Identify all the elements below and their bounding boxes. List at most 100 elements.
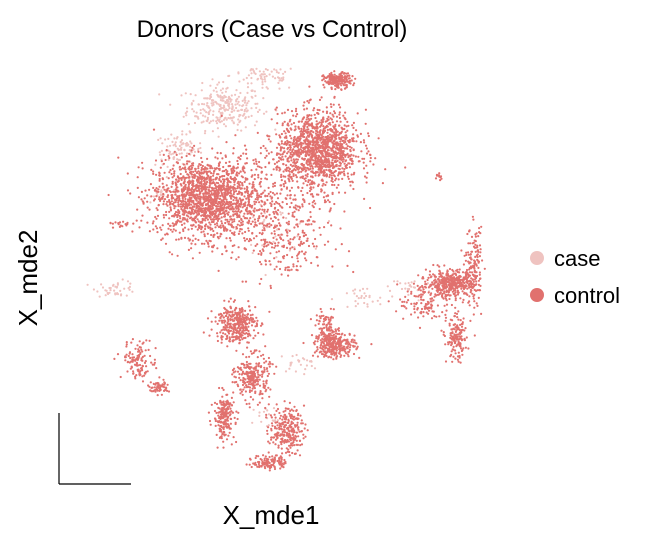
point-control (205, 198, 208, 201)
point-control (341, 177, 344, 180)
point-control (202, 230, 205, 233)
point-control (226, 212, 229, 215)
point-control (340, 88, 343, 91)
point-case (160, 149, 163, 152)
point-control (218, 197, 221, 200)
point-control (463, 282, 466, 285)
point-control (218, 161, 221, 164)
point-control (446, 270, 449, 274)
point-control (317, 154, 320, 157)
point-control (282, 151, 285, 154)
point-control (468, 300, 471, 303)
point-control (205, 188, 208, 191)
point-control (214, 156, 217, 159)
point-control (239, 227, 242, 231)
point-control (471, 242, 474, 245)
point-control (327, 199, 330, 202)
point-control (425, 283, 428, 286)
point-control (306, 163, 309, 166)
point-case (214, 86, 217, 90)
point-control (453, 334, 456, 337)
point-control (206, 232, 209, 235)
point-case (281, 211, 284, 215)
point-control (319, 133, 322, 136)
point-control (359, 141, 362, 144)
point-control (232, 165, 235, 168)
point-case (216, 83, 219, 86)
point-control (195, 202, 198, 205)
point-control (284, 155, 287, 158)
point-control (217, 192, 220, 195)
point-control (330, 352, 333, 355)
point-control (338, 168, 341, 171)
point-control (316, 108, 319, 111)
point-control (135, 219, 138, 222)
point-control (217, 173, 220, 176)
point-control (384, 168, 387, 171)
point-control (162, 203, 165, 206)
point-control (267, 186, 270, 189)
point-control (333, 183, 336, 187)
point-control (294, 115, 298, 118)
point-control (278, 222, 281, 225)
point-control (175, 183, 178, 186)
point-control (426, 278, 429, 282)
point-control (265, 224, 269, 227)
point-control (349, 184, 352, 187)
point-case (245, 76, 248, 80)
point-control (193, 203, 196, 206)
point-control (178, 177, 181, 180)
point-control (427, 309, 431, 312)
point-control (338, 124, 341, 127)
point-control (245, 152, 248, 155)
point-case (194, 94, 197, 97)
point-control (316, 171, 319, 174)
point-control (200, 225, 203, 228)
point-control (308, 160, 312, 163)
point-control (188, 179, 191, 182)
point-control (318, 121, 321, 124)
point-control (325, 106, 328, 109)
point-case (412, 286, 415, 289)
point-case (255, 67, 258, 70)
point-case (212, 89, 215, 92)
point-control (212, 212, 215, 215)
point-case (114, 292, 117, 295)
point-control (458, 281, 461, 284)
point-control (447, 343, 450, 346)
point-control (323, 169, 326, 172)
point-control (458, 338, 461, 341)
point-control (420, 302, 423, 305)
point-control (449, 355, 452, 358)
point-control (395, 310, 398, 313)
point-control (177, 179, 180, 183)
point-control (216, 247, 219, 250)
point-control (180, 223, 184, 226)
point-case (252, 70, 255, 73)
point-case (210, 102, 213, 105)
point-control (279, 136, 282, 139)
point-control (296, 180, 299, 183)
point-control (433, 315, 436, 318)
point-control (301, 203, 304, 206)
point-control (233, 202, 236, 205)
point-control (295, 176, 298, 179)
point-control (429, 293, 432, 296)
point-control (457, 340, 460, 343)
point-control (313, 141, 316, 144)
point-control (283, 120, 286, 123)
point-case (169, 103, 172, 106)
point-control (440, 275, 443, 278)
point-control (443, 304, 446, 307)
point-case (207, 106, 210, 109)
point-control (341, 153, 345, 156)
point-control (221, 253, 224, 256)
point-control (464, 275, 467, 278)
point-control (223, 180, 226, 183)
point-control (162, 213, 165, 217)
point-control (462, 263, 465, 266)
point-control (201, 210, 204, 213)
point-control (243, 202, 246, 206)
point-control (173, 207, 176, 210)
point-case (224, 100, 227, 104)
